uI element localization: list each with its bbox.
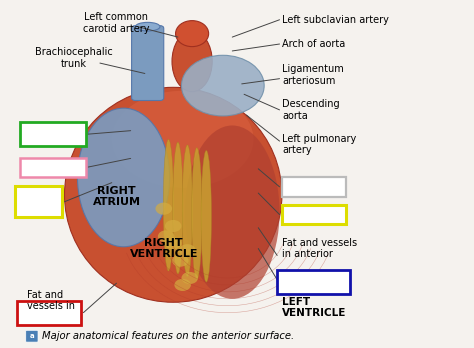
Ellipse shape	[163, 139, 173, 271]
FancyBboxPatch shape	[132, 26, 164, 101]
Text: RIGHT
VENTRICLE: RIGHT VENTRICLE	[129, 238, 198, 259]
Bar	[277, 270, 350, 294]
Text: Descending
aorta: Descending aorta	[282, 99, 339, 121]
Ellipse shape	[77, 108, 170, 247]
Bar	[19, 122, 86, 146]
Ellipse shape	[112, 91, 254, 188]
Ellipse shape	[185, 126, 280, 299]
Ellipse shape	[136, 22, 160, 31]
FancyBboxPatch shape	[26, 330, 38, 342]
Ellipse shape	[165, 220, 182, 232]
Ellipse shape	[182, 272, 198, 284]
Text: Left subclavian artery: Left subclavian artery	[282, 15, 389, 25]
Text: Brachiocephalic
trunk: Brachiocephalic trunk	[35, 47, 113, 69]
Bar	[15, 186, 62, 218]
Text: LEFT
VENTRICLE: LEFT VENTRICLE	[282, 296, 346, 318]
Ellipse shape	[64, 87, 282, 302]
Ellipse shape	[172, 31, 212, 92]
Ellipse shape	[172, 255, 189, 267]
Ellipse shape	[179, 244, 196, 256]
Ellipse shape	[173, 142, 183, 274]
Bar	[282, 177, 346, 197]
Text: Arch of aorta: Arch of aorta	[282, 39, 345, 49]
Text: a: a	[29, 333, 34, 339]
Text: Major anatomical features on the anterior surface.: Major anatomical features on the anterio…	[42, 331, 294, 341]
Bar	[17, 301, 81, 325]
Bar	[282, 205, 346, 224]
Text: RIGHT
ATRIUM: RIGHT ATRIUM	[92, 186, 140, 207]
Ellipse shape	[191, 148, 202, 279]
Ellipse shape	[201, 150, 211, 282]
Ellipse shape	[182, 55, 264, 116]
Bar	[19, 158, 86, 177]
Text: Ligamentum
arteriosum: Ligamentum arteriosum	[282, 64, 344, 86]
Ellipse shape	[175, 21, 209, 47]
Ellipse shape	[158, 230, 174, 243]
Ellipse shape	[165, 237, 182, 250]
Text: Fat and
vessels in: Fat and vessels in	[27, 290, 75, 311]
Ellipse shape	[182, 145, 192, 277]
Text: Fat and vessels
in anterior: Fat and vessels in anterior	[282, 238, 357, 259]
Ellipse shape	[155, 203, 172, 215]
Text: Left common
carotid artery: Left common carotid artery	[83, 13, 150, 34]
Text: Left pulmonary
artery: Left pulmonary artery	[282, 134, 356, 155]
Ellipse shape	[174, 279, 191, 291]
